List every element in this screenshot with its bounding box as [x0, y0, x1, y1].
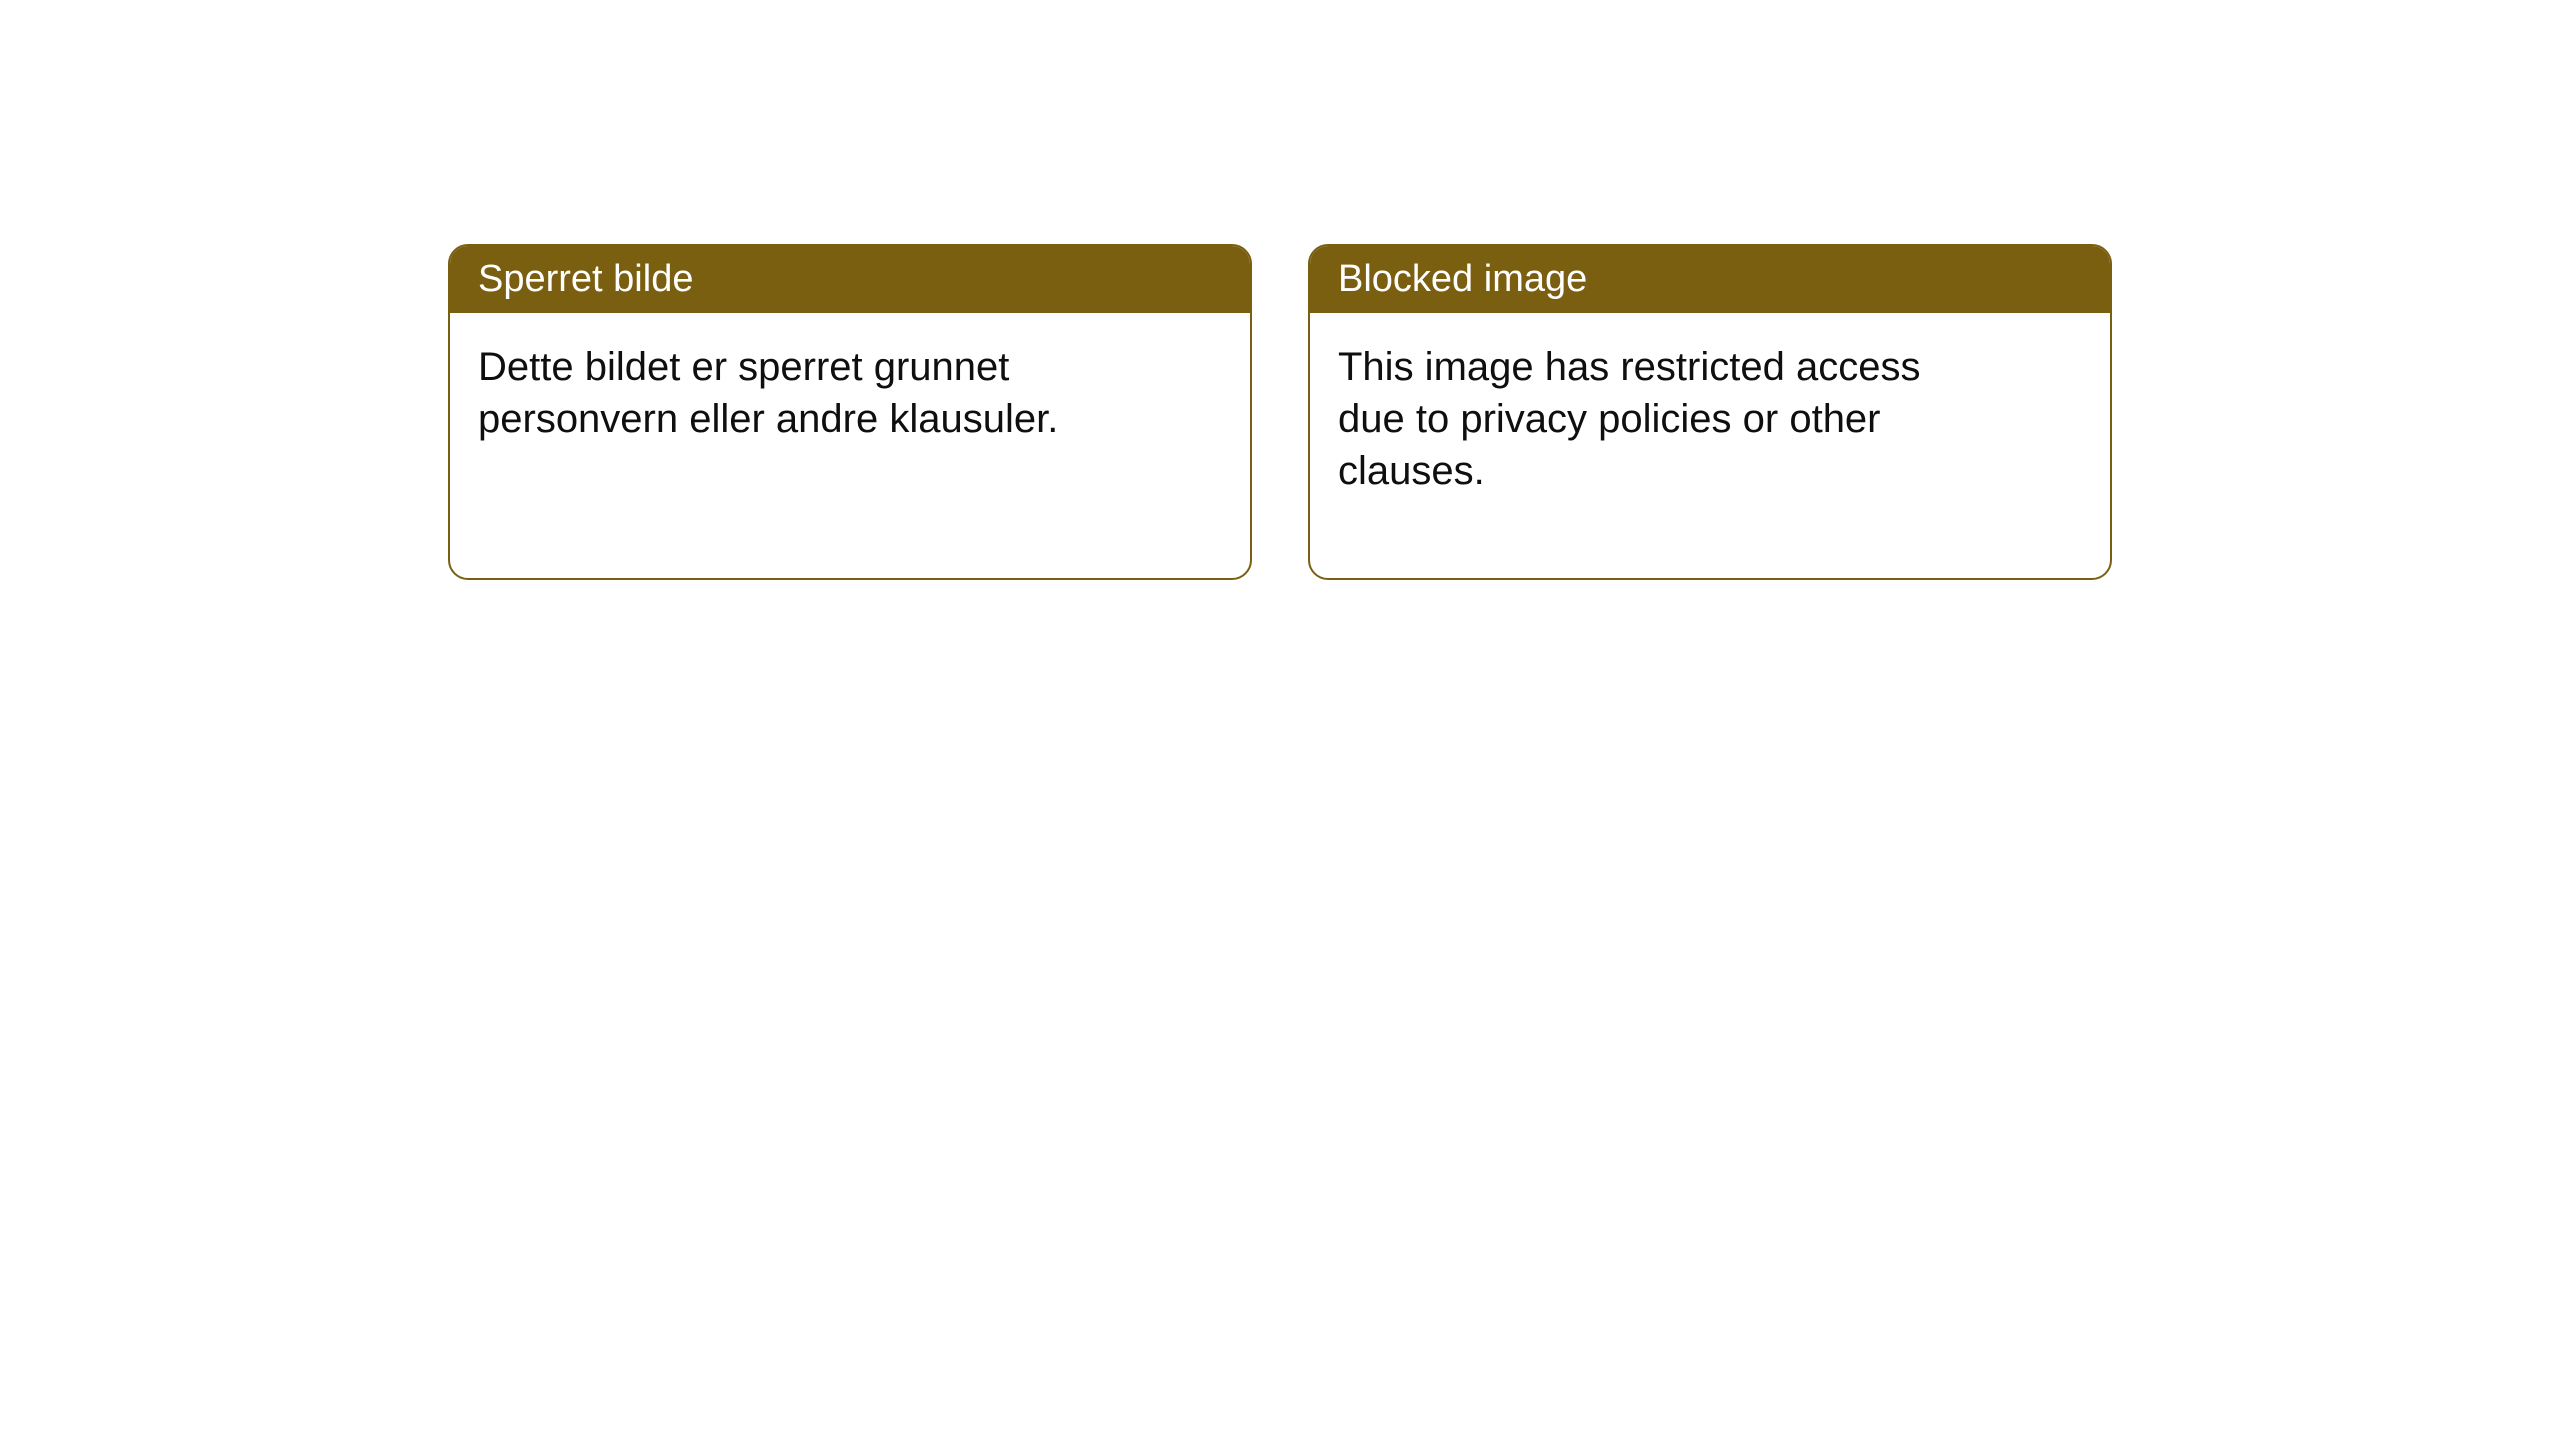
card-header: Sperret bilde: [450, 246, 1250, 313]
cards-container: Sperret bilde Dette bildet er sperret gr…: [448, 244, 2112, 580]
blocked-image-card-no: Sperret bilde Dette bildet er sperret gr…: [448, 244, 1252, 580]
blocked-image-card-en: Blocked image This image has restricted …: [1308, 244, 2112, 580]
card-body: Dette bildet er sperret grunnet personve…: [450, 313, 1150, 473]
card-header: Blocked image: [1310, 246, 2110, 313]
card-body: This image has restricted access due to …: [1310, 313, 2010, 525]
